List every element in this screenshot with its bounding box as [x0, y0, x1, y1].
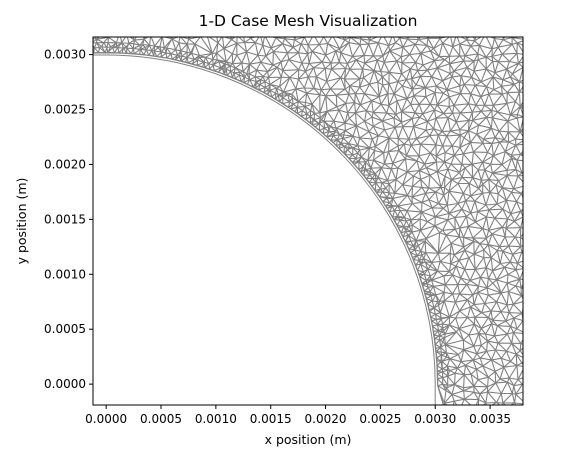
chart-title: 1-D Case Mesh Visualization [199, 12, 418, 30]
plot-area [92, 36, 524, 406]
y-tick-label: 0.0000 [44, 377, 86, 391]
y-tick-label: 0.0030 [44, 48, 86, 62]
x-tick-label: 0.0000 [85, 412, 127, 426]
y-axis-label: y position (m) [14, 178, 29, 265]
y-tick-label: 0.0025 [44, 103, 86, 117]
x-tick-label: 0.0010 [195, 412, 237, 426]
x-tick-label: 0.0025 [359, 412, 401, 426]
plot-frame [92, 36, 524, 406]
y-tick-label: 0.0005 [44, 322, 86, 336]
mesh-triangles [93, 37, 523, 405]
mesh-layer [93, 37, 523, 405]
y-tick-label: 0.0015 [44, 212, 86, 226]
x-tick-label: 0.0035 [469, 412, 511, 426]
x-tick-label: 0.0030 [414, 412, 456, 426]
x-tick-label: 0.0020 [305, 412, 347, 426]
y-tick-label: 0.0020 [44, 157, 86, 171]
y-axis-ticks: 0.0000 0.0005 0.0010 0.0015 0.0020 0.0025 0.00… [44, 48, 93, 391]
x-tick-label: 0.0005 [140, 412, 182, 426]
x-axis-label: x position (m) [265, 432, 352, 447]
y-tick-label: 0.0010 [44, 267, 86, 281]
inner-hole-region [93, 54, 436, 405]
x-tick-label: 0.0015 [250, 412, 292, 426]
x-axis-ticks: 0.0000 0.0005 0.0010 0.0015 0.0020 0.0025 0.00… [85, 405, 511, 426]
